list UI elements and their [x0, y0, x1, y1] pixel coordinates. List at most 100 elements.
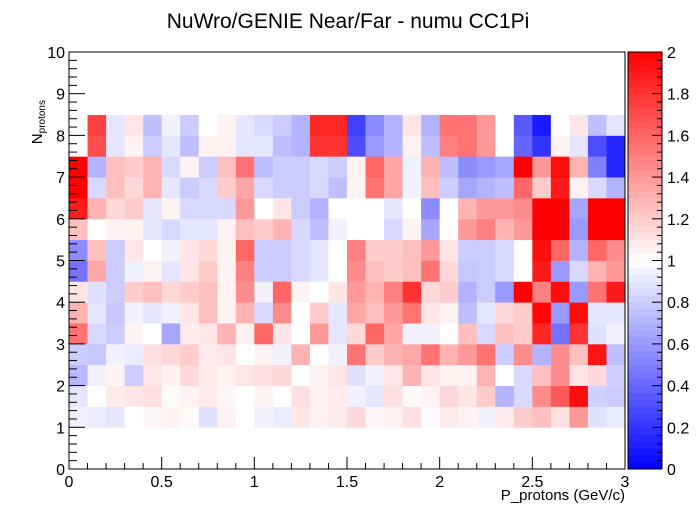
heatmap-cell	[402, 218, 422, 241]
heatmap-cell	[124, 156, 144, 178]
heatmap-cell	[439, 260, 459, 282]
palette-band	[628, 281, 662, 289]
heatmap-cell	[124, 197, 144, 220]
heatmap-cell	[550, 260, 570, 282]
heatmap-cell	[198, 239, 218, 261]
palette-band	[628, 420, 662, 428]
heatmap-cell	[606, 72, 626, 95]
heatmap-cell	[606, 239, 626, 261]
heatmap-cell	[198, 72, 218, 95]
heatmap-cell	[272, 218, 292, 241]
heatmap-cell	[272, 156, 292, 178]
heatmap-cell	[421, 135, 441, 157]
heatmap-cell	[569, 239, 589, 261]
heatmap-cell	[569, 302, 589, 324]
heatmap-cell	[384, 343, 403, 366]
heatmap-cell	[495, 156, 515, 178]
y-tick-label: 7	[56, 170, 65, 187]
heatmap-cell	[328, 343, 348, 366]
heatmap-cell	[439, 427, 459, 470]
heatmap-cell	[365, 302, 385, 324]
heatmap-cell	[532, 343, 552, 366]
palette-band	[628, 121, 662, 129]
heatmap-cell	[272, 135, 292, 157]
heatmap-cell	[458, 385, 478, 407]
heatmap-cell	[347, 156, 366, 178]
heatmap-cell	[550, 406, 570, 428]
heatmap-cell	[217, 239, 237, 261]
heatmap-cell	[291, 197, 311, 220]
heatmap-cell	[347, 427, 366, 470]
heatmap-cell	[532, 364, 552, 386]
heatmap-cell	[198, 323, 218, 345]
heatmap-cell	[606, 343, 626, 366]
heatmap-cell	[106, 239, 125, 261]
heatmap-cell	[328, 302, 348, 324]
heatmap-cell	[198, 114, 218, 136]
heatmap-cell	[532, 93, 552, 115]
heatmap-cell	[365, 197, 385, 220]
heatmap-cell	[235, 177, 255, 199]
heatmap-cell	[587, 302, 607, 324]
heatmap-cell	[476, 260, 496, 282]
heatmap-cell	[124, 343, 144, 366]
heatmap-cell	[550, 197, 570, 220]
heatmap-cell	[217, 52, 237, 74]
heatmap-cell	[69, 260, 88, 282]
heatmap-cell	[87, 135, 107, 157]
heatmap-cell	[198, 364, 218, 386]
heatmap-cell	[495, 177, 515, 199]
heatmap-cell	[106, 260, 125, 282]
palette-band	[628, 225, 662, 234]
heatmap-cell	[217, 364, 237, 386]
heatmap-cell	[161, 406, 181, 428]
heatmap-cell	[421, 323, 441, 345]
heatmap-cell	[106, 281, 125, 303]
x-axis-title: P_protons (GeV/c)	[501, 487, 625, 504]
heatmap-cell	[476, 218, 496, 241]
heatmap-cell	[217, 218, 237, 241]
heatmap-cell	[606, 52, 626, 74]
palette-band	[628, 52, 662, 60]
heatmap-cell	[347, 260, 366, 282]
heatmap-cell	[235, 72, 255, 95]
heatmap-cell	[143, 323, 163, 345]
heatmap-cell	[124, 364, 144, 386]
heatmap-cell	[143, 343, 163, 366]
heatmap-cell	[161, 72, 181, 95]
heatmap-cell	[198, 156, 218, 178]
x-tick-label: 1	[250, 474, 259, 491]
z-tick-label: 1	[667, 254, 676, 271]
heatmap-cell	[513, 177, 533, 199]
heatmap-cell	[69, 52, 88, 74]
heatmap-cell	[495, 260, 515, 282]
heatmap-cell	[569, 177, 589, 199]
heatmap-cell	[254, 72, 274, 95]
palette-band	[628, 288, 662, 296]
heatmap-cell	[550, 239, 570, 261]
heatmap-cell	[384, 406, 403, 428]
heatmap-cell	[235, 385, 255, 407]
heatmap-cell	[513, 364, 533, 386]
y-tick-label: 4	[56, 295, 65, 312]
heatmap-cell	[198, 93, 218, 115]
heatmap-cell	[587, 156, 607, 178]
heatmap-cell	[439, 135, 459, 157]
heatmap-cell	[106, 114, 125, 136]
heatmap-cell	[106, 406, 125, 428]
heatmap-cell	[328, 260, 348, 282]
heatmap-cell	[347, 281, 366, 303]
heatmap-cell	[124, 135, 144, 157]
heatmap-cell	[402, 177, 422, 199]
heatmap-cell	[198, 52, 218, 74]
heatmap-cell	[402, 156, 422, 178]
heatmap-cell	[217, 197, 237, 220]
heatmap-cell	[365, 177, 385, 199]
heatmap-cell	[513, 323, 533, 345]
palette-band	[628, 441, 662, 449]
heatmap-cell	[402, 260, 422, 282]
heatmap-cell	[606, 427, 626, 470]
z-tick-label: 1.6	[667, 128, 689, 145]
palette-band	[628, 378, 662, 386]
heatmap-cell	[402, 302, 422, 324]
